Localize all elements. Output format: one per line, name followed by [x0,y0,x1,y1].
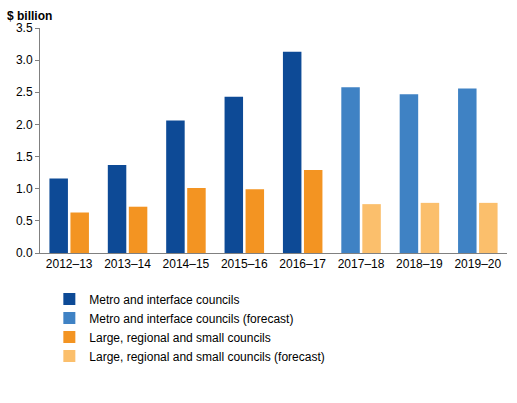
svg-text:2019–20: 2019–20 [454,257,501,271]
svg-text:2.5: 2.5 [16,85,33,99]
svg-text:$ billion: $ billion [7,9,52,23]
svg-text:2013–14: 2013–14 [104,257,151,271]
svg-text:3.0: 3.0 [16,53,33,67]
svg-text:1.0: 1.0 [16,182,33,196]
svg-text:2018–19: 2018–19 [396,257,443,271]
svg-text:2.0: 2.0 [16,118,33,132]
svg-text:Metro and interface councils (: Metro and interface councils (forecast) [89,312,293,326]
svg-text:2014–15: 2014–15 [163,257,210,271]
svg-text:2016–17: 2016–17 [279,257,326,271]
svg-text:Large, regional and small coun: Large, regional and small councils [89,331,270,345]
svg-text:1.5: 1.5 [16,150,33,164]
svg-text:Metro and interface councils: Metro and interface councils [89,293,239,307]
svg-text:0.5: 0.5 [16,214,33,228]
svg-text:Large, regional and small coun: Large, regional and small councils (fore… [89,350,324,364]
svg-text:2015–16: 2015–16 [221,257,268,271]
svg-text:3.5: 3.5 [16,21,33,35]
svg-text:0.0: 0.0 [16,246,33,260]
svg-text:2017–18: 2017–18 [338,257,385,271]
svg-text:2012–13: 2012–13 [46,257,93,271]
